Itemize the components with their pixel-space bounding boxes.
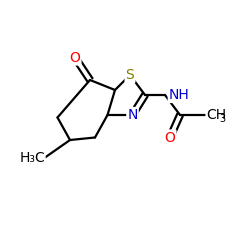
Text: O: O xyxy=(70,50,80,64)
Text: 3: 3 xyxy=(219,114,226,124)
Text: O: O xyxy=(164,130,175,144)
Text: N: N xyxy=(127,108,138,122)
Text: NH: NH xyxy=(169,88,190,102)
Text: H₃C: H₃C xyxy=(19,150,45,164)
Text: CH: CH xyxy=(206,108,227,122)
Text: S: S xyxy=(126,68,134,82)
